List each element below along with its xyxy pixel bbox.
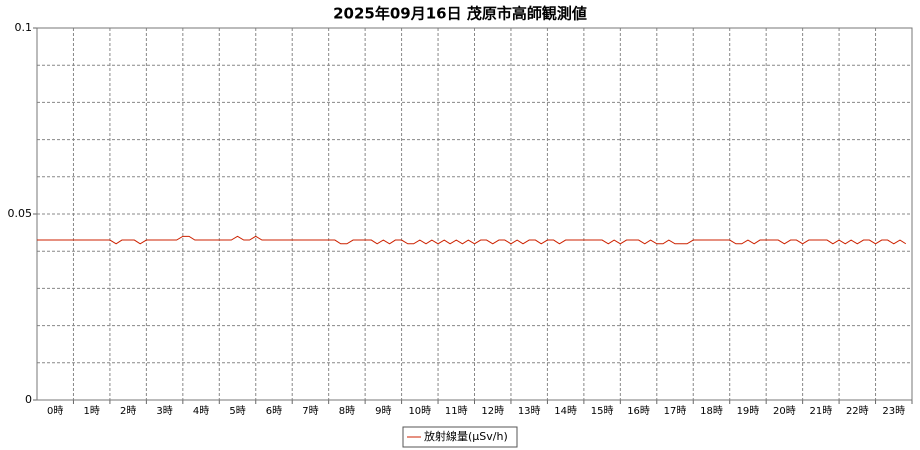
x-tick-label: 23時 <box>882 405 905 417</box>
x-tick-label: 16時 <box>627 405 650 417</box>
x-tick-label: 18時 <box>700 405 723 417</box>
legend-box <box>402 426 518 448</box>
y-tick-label: 0 <box>25 393 32 406</box>
x-tick-label: 20時 <box>773 405 796 417</box>
x-tick-label: 17時 <box>664 405 687 417</box>
x-tick-label: 5時 <box>229 405 245 417</box>
x-tick-label: 7時 <box>302 405 318 417</box>
legend-label: 放射線量(μSv/h) <box>424 429 508 443</box>
x-tick-label: 22時 <box>846 405 869 417</box>
plot-border <box>36 27 913 401</box>
x-tick-label: 21時 <box>809 405 832 417</box>
x-tick-label: 11時 <box>445 405 468 417</box>
x-tick-label: 0時 <box>47 405 63 417</box>
data-line <box>37 235 907 245</box>
x-tick-label: 8時 <box>339 405 355 417</box>
x-tick-label: 12時 <box>481 405 504 417</box>
x-tick-label: 10時 <box>408 405 431 417</box>
x-tick-label: 1時 <box>84 405 100 417</box>
x-tick-label: 13時 <box>518 405 541 417</box>
chart-title: 2025年09月16日 茂原市高師観測値 <box>333 5 587 23</box>
x-tick-label: 6時 <box>266 405 282 417</box>
x-tick-label: 14時 <box>554 405 577 417</box>
x-tick-label: 15時 <box>591 405 614 417</box>
x-tick-label: 2時 <box>120 405 136 417</box>
x-tick-label: 9時 <box>375 405 391 417</box>
x-tick-label: 19時 <box>737 405 760 417</box>
y-tick-label: 0.05 <box>8 207 33 220</box>
x-tick-label: 4時 <box>193 405 209 417</box>
x-tick-label: 3時 <box>156 405 172 417</box>
y-tick-label: 0.1 <box>15 21 33 34</box>
